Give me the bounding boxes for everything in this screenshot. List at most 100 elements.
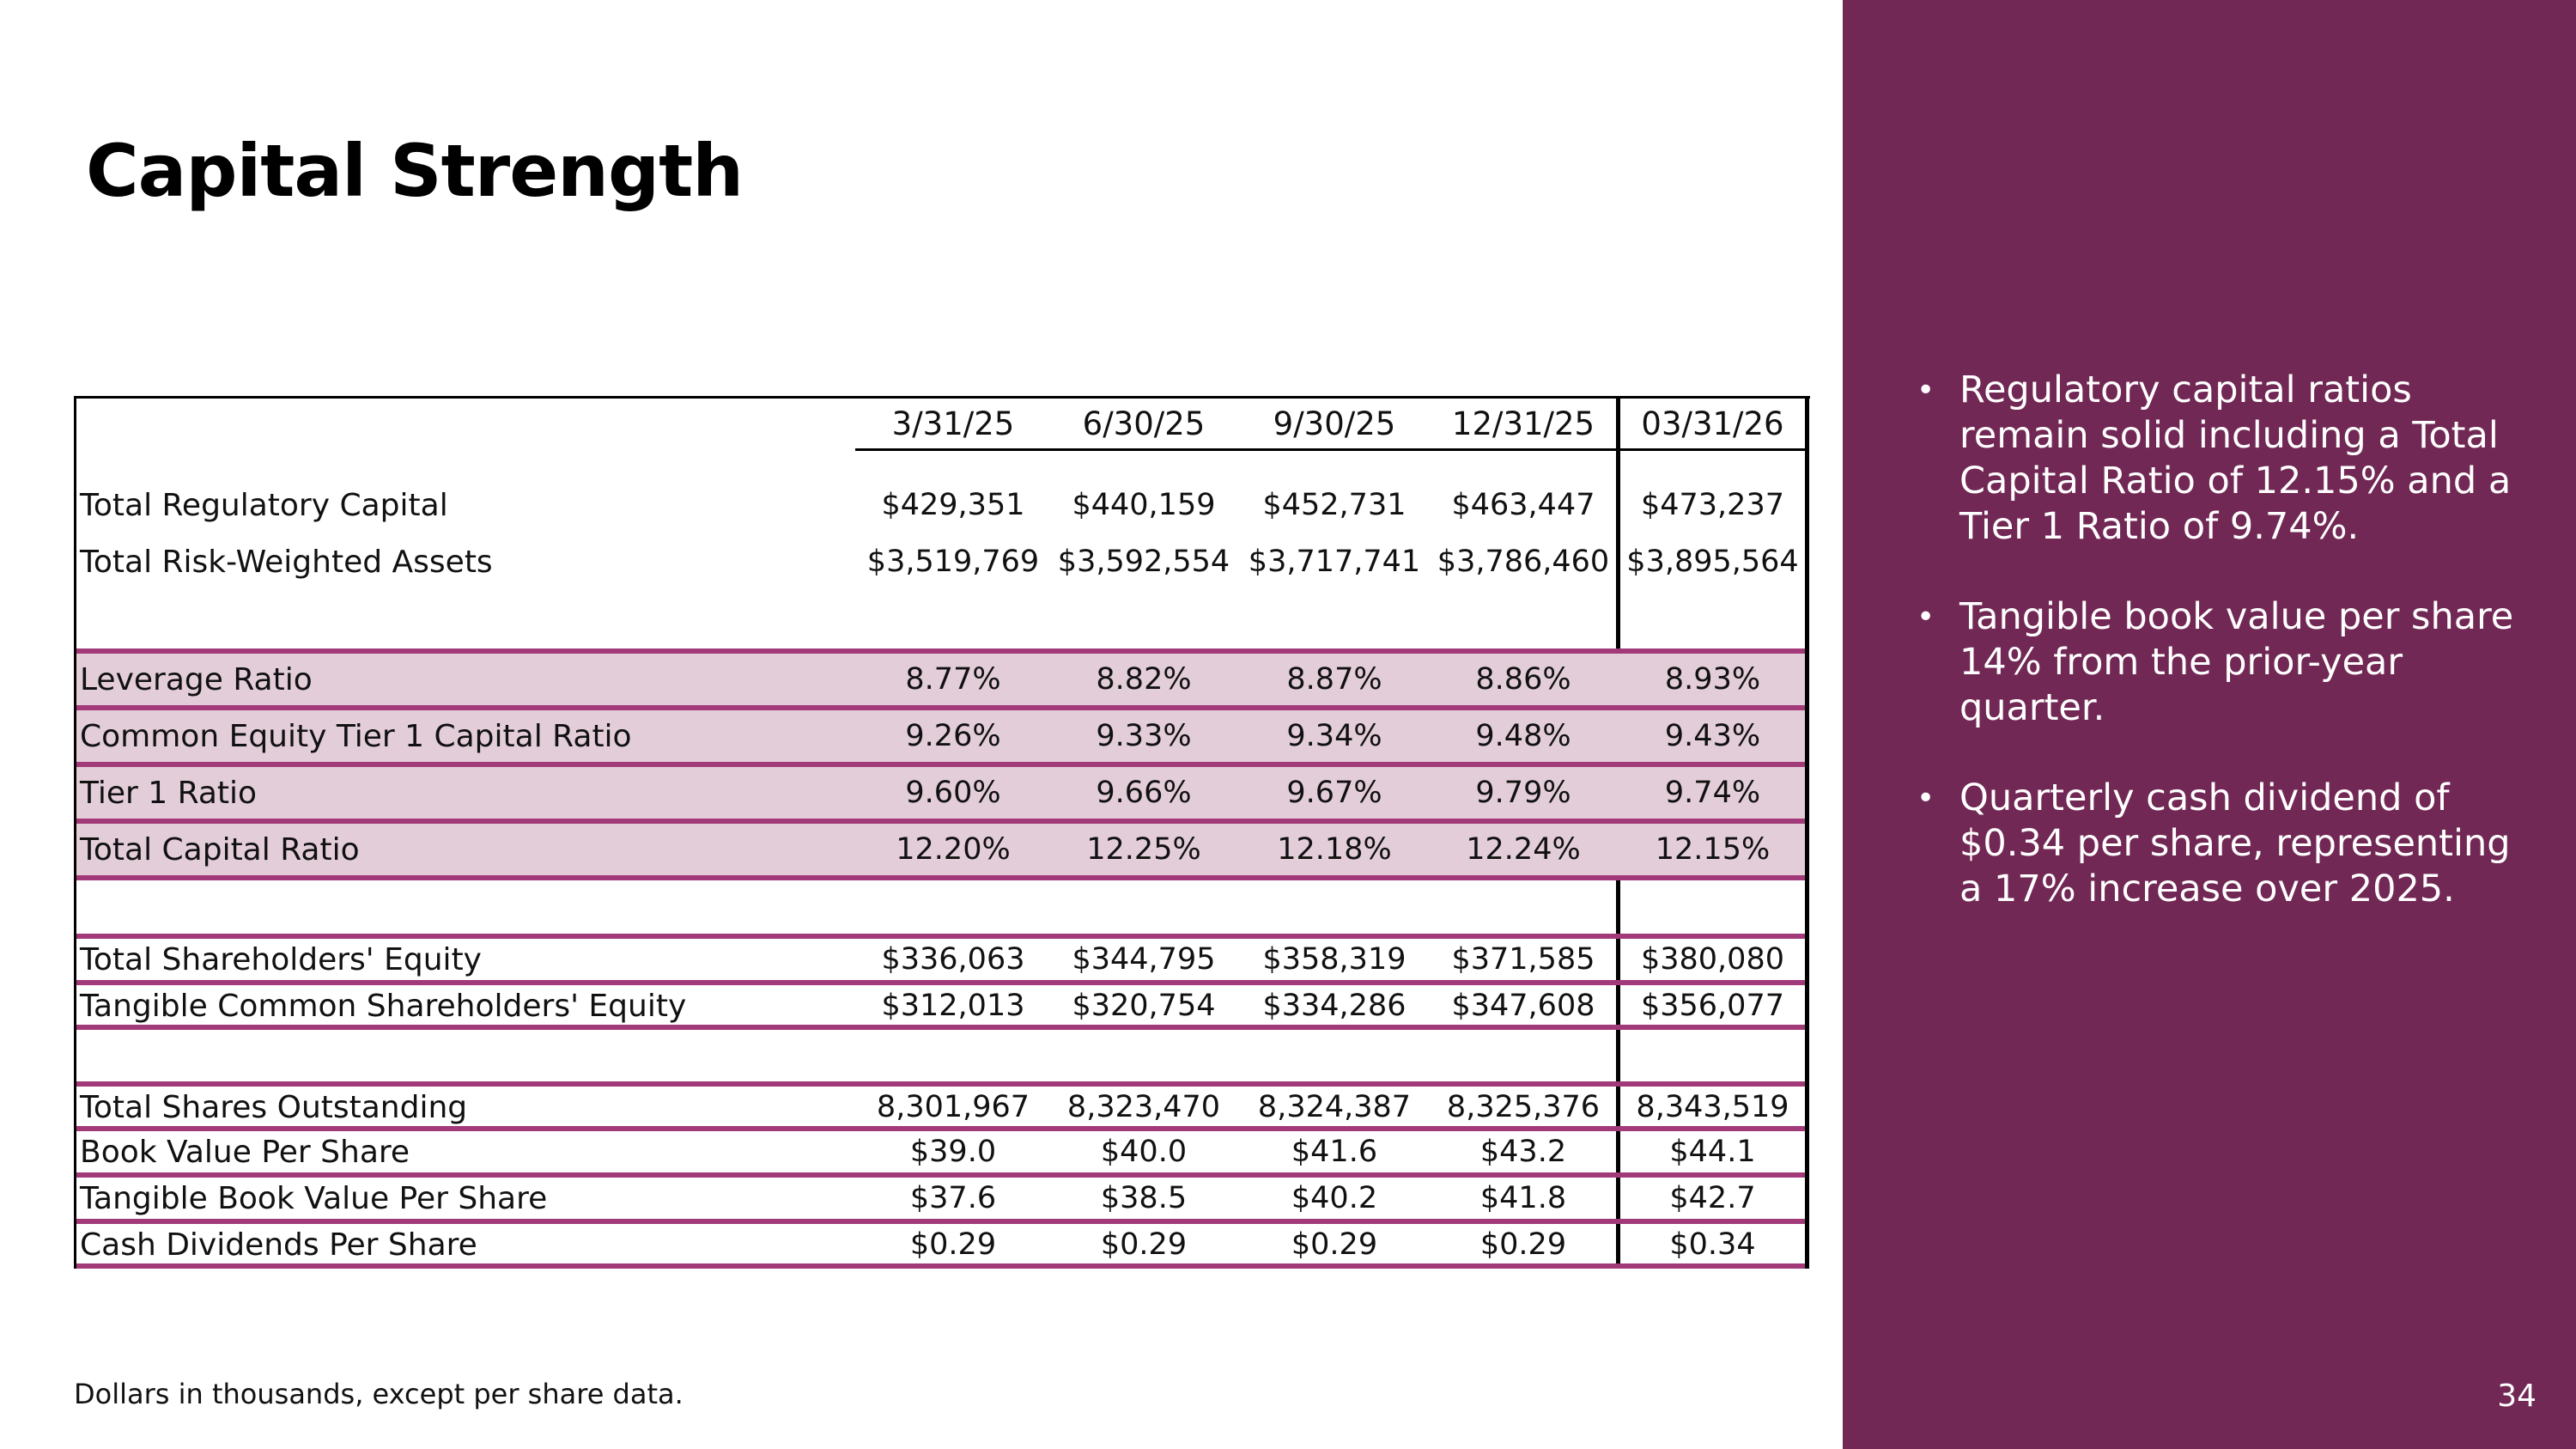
row-label: Total Regulatory Capital: [80, 487, 448, 523]
row-label: Book Value Per Share: [80, 1134, 410, 1170]
table-cell: 9.43%: [1664, 719, 1761, 753]
table-cell: 8,323,470: [1066, 1090, 1221, 1124]
table-cell: $371,585: [1451, 942, 1595, 977]
table-cell: $3,717,741: [1248, 545, 1421, 579]
bullet-item: • Regulatory capital ratios remain solid…: [1917, 368, 2518, 550]
bullet-icon: •: [1917, 781, 1935, 816]
row-separator: [76, 648, 1805, 654]
row-label: Tangible Common Shareholders' Equity: [80, 988, 687, 1024]
side-panel: [1843, 0, 2576, 1449]
table-header-row: 3/31/25 6/30/25 9/30/25 12/31/25 03/31/2…: [76, 399, 1805, 448]
capital-table: [74, 396, 1810, 1269]
table-cell: $334,286: [1262, 989, 1406, 1023]
bullet-text: Tangible book value per share 14% from t…: [1959, 595, 2514, 729]
row-separator: [76, 819, 1805, 824]
table-cell: 8,301,967: [876, 1090, 1030, 1124]
table-cell: $41.8: [1479, 1181, 1567, 1215]
table-cell: 9.34%: [1286, 719, 1382, 753]
header-underline: [855, 448, 1808, 451]
table-cell: $344,795: [1072, 942, 1216, 977]
bullet-item: • Tangible book value per share 14% from…: [1917, 594, 2518, 731]
row-separator: [76, 1263, 1805, 1269]
table-row: Tier 1 Ratio 9.60% 9.66% 9.67% 9.79% 9.7…: [76, 767, 1805, 819]
bullet-text: Quarterly cash dividend of $0.34 per sha…: [1959, 776, 2511, 910]
row-label: Tangible Book Value Per Share: [80, 1180, 548, 1216]
table-row: Total Capital Ratio 12.20% 12.25% 12.18%…: [76, 824, 1805, 875]
table-cell: $43.2: [1479, 1135, 1567, 1169]
bullet-item: • Quarterly cash dividend of $0.34 per s…: [1917, 776, 2518, 912]
table-cell: 8.82%: [1096, 662, 1192, 697]
table-cell: 8.86%: [1475, 662, 1571, 697]
row-label: Tier 1 Ratio: [80, 775, 258, 811]
table-cell: $41.6: [1291, 1135, 1378, 1169]
table-cell: $42.7: [1669, 1181, 1756, 1215]
footnote: Dollars in thousands, except per share d…: [74, 1378, 683, 1410]
table-cell: $3,592,554: [1057, 545, 1230, 579]
row-separator: [76, 980, 1805, 985]
page-number: 34: [2497, 1379, 2537, 1414]
row-label: Common Equity Tier 1 Capital Ratio: [80, 718, 632, 754]
table-cell: $38.5: [1100, 1181, 1188, 1215]
row-label: Cash Dividends Per Share: [80, 1227, 477, 1263]
table-cell: 12.18%: [1277, 832, 1392, 867]
table-cell: 9.66%: [1096, 776, 1192, 810]
table-cell: 9.60%: [905, 776, 1001, 810]
table-cell: 12.24%: [1466, 832, 1581, 867]
table-row: Common Equity Tier 1 Capital Ratio 9.26%…: [76, 710, 1805, 762]
row-label: Total Risk-Weighted Assets: [80, 544, 493, 580]
table-cell: $380,080: [1640, 942, 1784, 977]
table-cell: $356,077: [1640, 989, 1784, 1023]
row-separator: [76, 1025, 1805, 1030]
row-separator: [76, 705, 1805, 710]
table-cell: $452,731: [1262, 488, 1406, 522]
column-header: 12/31/25: [1451, 405, 1595, 442]
table-row: Tangible Book Value Per Share $37.6 $38.…: [76, 1178, 1805, 1219]
table-cell: $37.6: [909, 1181, 997, 1215]
table-cell: 9.48%: [1475, 719, 1571, 753]
table-row: Tangible Common Shareholders' Equity $31…: [76, 985, 1805, 1026]
table-cell: $40.0: [1100, 1135, 1188, 1169]
table-cell: $347,608: [1451, 989, 1595, 1023]
table-cell: 12.20%: [896, 832, 1011, 867]
bullet-icon: •: [1917, 373, 1935, 408]
column-header: 9/30/25: [1273, 405, 1396, 442]
table-cell: 9.26%: [905, 719, 1001, 753]
table-cell: 9.74%: [1664, 776, 1761, 810]
table-cell: 8,325,376: [1446, 1090, 1601, 1124]
table-cell: $320,754: [1072, 989, 1216, 1023]
table-cell: $0.29: [1479, 1227, 1567, 1262]
table-cell: $336,063: [881, 942, 1025, 977]
bullet-icon: •: [1917, 600, 1935, 635]
table-cell: 12.25%: [1086, 832, 1201, 867]
row-separator: [76, 934, 1805, 939]
table-cell: $40.2: [1291, 1181, 1378, 1215]
row-label: Total Shares Outstanding: [80, 1089, 468, 1125]
table-row: Cash Dividends Per Share $0.29 $0.29 $0.…: [76, 1224, 1805, 1265]
table-cell: $3,786,460: [1437, 545, 1610, 579]
table-cell: 8.77%: [905, 662, 1001, 697]
table-cell: $0.34: [1669, 1227, 1756, 1262]
table-row: Book Value Per Share $39.0 $40.0 $41.6 $…: [76, 1131, 1805, 1172]
table-cell: $473,237: [1640, 488, 1784, 522]
row-separator: [76, 1081, 1805, 1087]
table-cell: 8.93%: [1664, 662, 1761, 697]
table-cell: 9.79%: [1475, 776, 1571, 810]
column-header: 6/30/25: [1082, 405, 1206, 442]
table-row: Leverage Ratio 8.77% 8.82% 8.87% 8.86% 8…: [76, 654, 1805, 705]
table-cell: $0.29: [909, 1227, 997, 1262]
row-separator: [76, 1172, 1805, 1178]
table-cell: 8.87%: [1286, 662, 1382, 697]
table-cell: $312,013: [881, 989, 1025, 1023]
table-cell: $3,519,769: [866, 545, 1040, 579]
table-cell: 9.67%: [1286, 776, 1382, 810]
table-cell: $0.29: [1291, 1227, 1378, 1262]
row-separator: [76, 1126, 1805, 1131]
table-cell: $44.1: [1669, 1135, 1756, 1169]
slide-title: Capital Strength: [86, 129, 744, 213]
table-cell: $358,319: [1262, 942, 1406, 977]
table-cell: $429,351: [881, 488, 1025, 522]
column-header: 03/31/26: [1641, 405, 1784, 442]
row-separator: [76, 762, 1805, 767]
table-cell: 8,343,519: [1636, 1090, 1789, 1124]
row-label: Total Capital Ratio: [80, 831, 360, 868]
